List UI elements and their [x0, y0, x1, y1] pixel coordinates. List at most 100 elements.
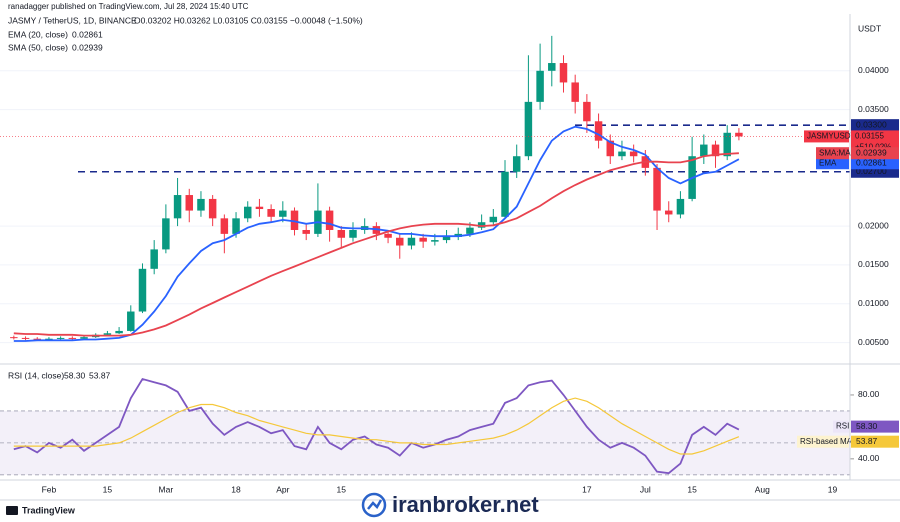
candle-body — [431, 240, 439, 242]
candle-body — [477, 222, 486, 228]
candle-body — [232, 218, 240, 234]
candle-body — [618, 151, 626, 157]
price-tags: JASMYUSDT0.03155+510.02%08:19:55EMA0.028… — [804, 130, 899, 170]
price-tag-line: 0.03155 — [855, 132, 884, 141]
candle-body — [524, 101, 533, 157]
candle-body — [150, 249, 158, 269]
candle-body — [33, 338, 41, 340]
candle-body — [606, 140, 615, 157]
attribution: ranadagger published on TradingView.com,… — [8, 2, 249, 11]
candle-body — [337, 229, 346, 238]
indicator-line — [13, 152, 739, 337]
level-tag — [851, 119, 899, 132]
candle-body — [723, 132, 731, 157]
candle-body — [711, 144, 720, 157]
candle-body — [442, 236, 451, 241]
candle-body — [664, 210, 673, 215]
sma-legend: SMA (50, close) — [8, 42, 68, 52]
y-tick-label: 0.02000 — [858, 220, 889, 230]
y-tick-label: 0.03500 — [858, 104, 889, 114]
indicator-line — [13, 125, 740, 342]
candle-body — [536, 70, 544, 102]
ema-legend-value: 0.02861 — [72, 29, 103, 39]
candle-body — [489, 216, 498, 223]
candle-body — [197, 198, 205, 211]
candle-body — [173, 195, 182, 219]
candle-body — [80, 337, 88, 339]
rsi-legend: RSI (14, close) — [8, 370, 64, 380]
candle-body — [243, 206, 252, 219]
x-tick-label: 15 — [337, 484, 347, 494]
x-tick-label: Apr — [276, 484, 289, 494]
rsi-tag-name-box — [833, 420, 849, 433]
y-tick-label: 40.00 — [858, 453, 880, 463]
candle-body — [255, 206, 264, 210]
ema-legend: EMA (20, close) — [8, 29, 68, 39]
plot-area: 0.00500 0.01000 0.01500 0.02000 0.03500 0.040… — [0, 35, 899, 494]
candle-body — [559, 63, 568, 83]
watermark-icon — [361, 492, 387, 518]
x-tick-label: 18 — [231, 484, 241, 494]
candle-body — [185, 195, 194, 211]
candle-body — [208, 198, 217, 219]
candle-body — [10, 337, 18, 339]
rsi-tag-box — [851, 435, 899, 448]
y-tick-label: 0.00500 — [858, 337, 889, 347]
x-tick-label: 17 — [582, 484, 592, 494]
candle-body — [21, 337, 30, 339]
rsi-legend-value: 58.30 — [64, 370, 86, 380]
x-tick-label: Aug — [755, 484, 770, 494]
rsi-tag-value: 58.30 — [856, 421, 878, 431]
y-tick-label: 0.01500 — [858, 259, 889, 269]
candle-body — [115, 330, 123, 334]
y-tick-label: 80.00 — [858, 389, 880, 399]
rsi-line — [13, 377, 740, 475]
candle-body — [676, 198, 685, 215]
candle-body — [349, 229, 357, 238]
candle-body — [290, 210, 299, 230]
candle-body — [512, 156, 521, 172]
candle-body — [279, 210, 287, 217]
x-tick-label: Jul — [640, 484, 651, 494]
x-tick-label: 19 — [828, 484, 838, 494]
currency: USDT — [858, 23, 881, 33]
rsi-tag-name: RSI — [836, 422, 849, 431]
candle-body — [103, 333, 112, 335]
candle-body — [735, 132, 743, 137]
series-tag-box — [851, 157, 899, 170]
candle-body — [56, 337, 65, 339]
x-tick-label: Mar — [159, 484, 174, 494]
symbol-title: JASMY / TetherUS, 1D, BINANCE — [8, 15, 137, 25]
price-tag-name: JASMYUSDT — [807, 132, 856, 141]
x-tick-label: 15 — [687, 484, 697, 494]
candle-body — [466, 227, 474, 234]
series-tag-name-box — [816, 157, 849, 170]
candle-body — [384, 233, 392, 238]
candle-body — [583, 101, 591, 122]
candle-body — [419, 237, 427, 242]
y-tick-label: 0.04000 — [858, 65, 889, 75]
rsi-line — [13, 397, 740, 455]
series-tag-value: 0.02939 — [856, 147, 887, 157]
candle-body — [629, 151, 638, 157]
candle-body — [267, 209, 275, 217]
x-tick-label: Feb — [42, 484, 57, 494]
candle-body — [548, 63, 556, 71]
candle-body — [501, 171, 509, 217]
candle-body — [138, 268, 147, 312]
watermark: iranbroker.net — [392, 492, 539, 517]
level-tag-label: 0.03300 — [856, 119, 887, 129]
footer-brand: TradingView — [22, 505, 76, 515]
candle-body — [700, 144, 708, 157]
x-tick-label: 15 — [103, 484, 113, 494]
series-tag-value: 0.02861 — [856, 157, 887, 167]
price-tag-name-box — [804, 130, 849, 143]
candle-body — [127, 311, 135, 331]
footer-logo — [6, 506, 18, 515]
candle-body — [594, 121, 603, 141]
candle-body — [162, 218, 170, 250]
candle-body — [396, 237, 404, 246]
level-tag-label: 0.02700 — [856, 166, 887, 176]
